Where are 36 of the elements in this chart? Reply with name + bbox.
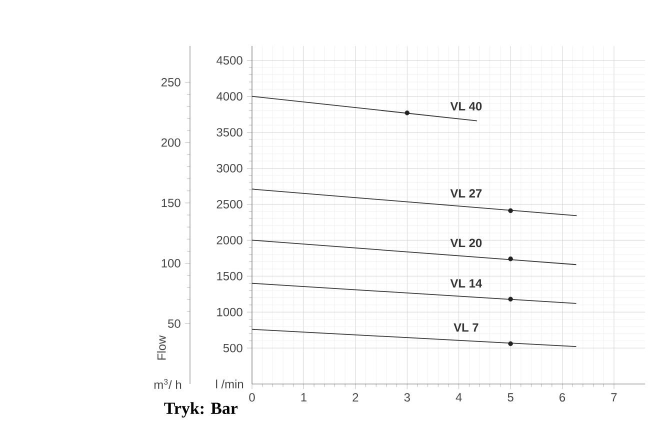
x-tick-label: 2 bbox=[352, 393, 358, 402]
x-tick-label: 3 bbox=[404, 393, 410, 402]
point bbox=[508, 296, 513, 302]
y-tick-label: 1000 bbox=[217, 308, 242, 316]
y-tick-label: 4000 bbox=[216, 92, 242, 101]
x-tick-label: 6 bbox=[560, 393, 566, 402]
x-tick-label: 5 bbox=[508, 393, 514, 402]
y-tick-label: 3000 bbox=[216, 164, 242, 172]
y-tick-label: 2000 bbox=[216, 236, 242, 244]
y2-tick-label: 200 bbox=[161, 138, 180, 147]
y2-axis-title: m$^{3}$/ h bbox=[154, 378, 182, 389]
point bbox=[508, 341, 513, 346]
y-tick-label: 2500 bbox=[216, 200, 242, 208]
y-tick-label: 3500 bbox=[216, 128, 242, 137]
series-label: VL 40 bbox=[450, 102, 482, 110]
x-tick-label: 7 bbox=[611, 393, 617, 402]
y-tick-label: 4500 bbox=[216, 56, 242, 65]
text: Flow bbox=[157, 335, 166, 360]
y2-tick-label: 50 bbox=[168, 319, 180, 328]
x-tick-label: 0 bbox=[249, 393, 255, 402]
y-axis-title: l /min bbox=[216, 380, 244, 388]
y2-tick-label: 150 bbox=[162, 198, 180, 208]
y-tick-label: 500 bbox=[223, 344, 242, 352]
point bbox=[404, 110, 410, 116]
series-label: VL 14 bbox=[450, 279, 482, 288]
y-tick-label: 1500 bbox=[217, 272, 242, 280]
series-label: VL 7 bbox=[454, 323, 478, 332]
x-tick-label: 1 bbox=[301, 393, 306, 402]
point bbox=[508, 256, 513, 262]
series-label: VL 20 bbox=[450, 238, 482, 248]
point bbox=[508, 208, 513, 214]
y2-tick-label: 250 bbox=[161, 78, 180, 86]
series-label: VL 27 bbox=[450, 189, 482, 198]
x-axis-title: Tryk: Bar bbox=[164, 402, 238, 418]
x-tick-label: 4 bbox=[456, 393, 462, 402]
y2-tick-label: 100 bbox=[162, 259, 180, 268]
